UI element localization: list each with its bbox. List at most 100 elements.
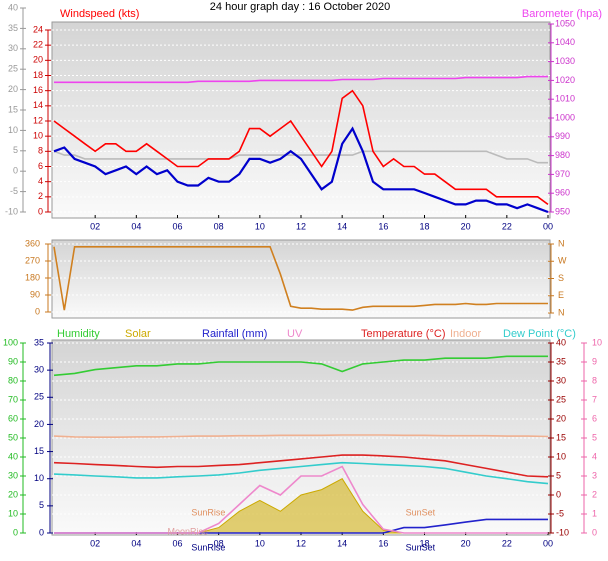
series-line <box>53 126 549 214</box>
y-tick-label: 10 <box>592 337 602 347</box>
y-tick-label: 20 <box>33 55 43 65</box>
y-tick-label: 4 <box>592 451 597 461</box>
y-tick-label: 990 <box>555 131 570 141</box>
y-tick-label: 0 <box>13 166 18 176</box>
y-tick-label: -10 <box>5 206 18 216</box>
y-tick-label: 8 <box>38 146 43 156</box>
legend-entry: Rainfall (mm) <box>202 328 267 340</box>
legend-entry: Barometer (hpa) <box>522 8 602 20</box>
y-tick-label: 22 <box>33 40 43 50</box>
y-tick-label: 30 <box>8 43 18 53</box>
x-tick-label: 08 <box>214 221 224 231</box>
x-tick-label: 06 <box>172 221 182 231</box>
annotation: SunRise <box>191 507 225 517</box>
legend-entry: Indoor <box>450 328 482 340</box>
x-tick-label: 14 <box>337 538 347 548</box>
plot-area <box>51 239 551 319</box>
y-tick-label: 60 <box>8 413 18 423</box>
y-tick-label: 1040 <box>555 37 575 47</box>
y-tick-label: 360 <box>25 238 40 248</box>
y-tick-label: 80 <box>8 375 18 385</box>
y-tick-label: 0 <box>39 527 44 537</box>
x-tick-label: 20 <box>461 538 471 548</box>
y-tick-label: 15 <box>556 432 566 442</box>
y-tick-label: 970 <box>555 169 570 179</box>
x-tick-label: 10 <box>255 538 265 548</box>
y-tick-label: 4 <box>38 176 43 186</box>
y-tick-label: 15 <box>34 446 44 456</box>
y-tick-label: 1030 <box>555 56 575 66</box>
y-tick-label: 0 <box>556 489 561 499</box>
y-tick-label: 6 <box>592 413 597 423</box>
y-tick-label: 16 <box>33 85 43 95</box>
x-tick-label: 22 <box>502 538 512 548</box>
y-tick-label: 40 <box>8 2 18 12</box>
y-tick-label: 30 <box>8 470 18 480</box>
y-tick-label: 25 <box>34 392 44 402</box>
y-tick-label: 7 <box>592 394 597 404</box>
y-tick-label: 12 <box>33 115 43 125</box>
x-tick-label: 08 <box>214 538 224 548</box>
y-tick-label: 35 <box>556 356 566 366</box>
y-tick-label: 980 <box>555 150 570 160</box>
y-tick-label: 10 <box>556 451 566 461</box>
y-tick-label: 3 <box>592 470 597 480</box>
y-tick-label: 25 <box>556 394 566 404</box>
legend-entry: Dew Point (°C) <box>503 328 576 340</box>
y-tick-label: 10 <box>34 473 44 483</box>
x-tick-label: 12 <box>296 221 306 231</box>
y-tick-label: 1050 <box>555 18 575 28</box>
x-tick-label: 18 <box>419 538 429 548</box>
y-tick-label: 25 <box>8 64 18 74</box>
x-tick-label: 04 <box>131 221 141 231</box>
y-tick-label: 0 <box>38 206 43 216</box>
series-line <box>54 465 548 534</box>
y-tick-label: 2 <box>592 489 597 499</box>
series-line <box>53 150 548 164</box>
y-tick-label: -5 <box>556 508 564 518</box>
x-tick-label: 22 <box>502 221 512 231</box>
y-tick-label: 15 <box>8 104 18 114</box>
y-tick-label: 30 <box>34 365 44 375</box>
y-tick-label: 30 <box>556 375 566 385</box>
legend-entry: Humidity <box>57 328 100 340</box>
x-tick-label: 14 <box>337 221 347 231</box>
y-tick-label: 90 <box>30 289 40 299</box>
y-tick-label: 0 <box>592 527 597 537</box>
series-line <box>53 246 548 311</box>
y-tick-label: 90 <box>8 356 18 366</box>
y-tick-label: 1 <box>592 508 597 518</box>
y-tick-label: 20 <box>8 84 18 94</box>
y-tick-label: 0 <box>13 527 18 537</box>
y-tick-label: 40 <box>556 337 566 347</box>
x-tick-label: 16 <box>378 221 388 231</box>
y-tick-label: 950 <box>555 206 570 216</box>
y-tick-label: 50 <box>8 432 18 442</box>
x-tick-label: 12 <box>296 538 306 548</box>
y-tick-label: 960 <box>555 188 570 198</box>
y-tick-label: 20 <box>556 413 566 423</box>
y-tick-label: 10 <box>8 508 18 518</box>
y-tick-label: 1020 <box>555 75 575 85</box>
sun-marker: SunRise <box>191 542 225 552</box>
x-tick-label: 06 <box>172 538 182 548</box>
y-tick-label: 1000 <box>555 112 575 122</box>
series-line <box>53 355 548 377</box>
y-tick-label: E <box>558 290 564 300</box>
x-tick-label: 18 <box>419 221 429 231</box>
y-tick-label: 70 <box>8 394 18 404</box>
legend-entry: Windspeed (kts) <box>60 8 139 20</box>
series-line <box>54 75 548 84</box>
sun-marker: SunSet <box>406 542 436 552</box>
x-tick-label: 02 <box>90 221 100 231</box>
y-tick-label: W <box>558 256 567 266</box>
y-tick-label: 10 <box>33 131 43 141</box>
x-tick-label: 00 <box>543 538 553 548</box>
y-tick-label: 40 <box>8 451 18 461</box>
y-tick-label: 10 <box>8 125 18 135</box>
plot-area <box>51 21 551 219</box>
annotation: MoonRise <box>168 526 209 536</box>
y-tick-label: N <box>558 238 565 248</box>
y-tick-label: 5 <box>13 145 18 155</box>
